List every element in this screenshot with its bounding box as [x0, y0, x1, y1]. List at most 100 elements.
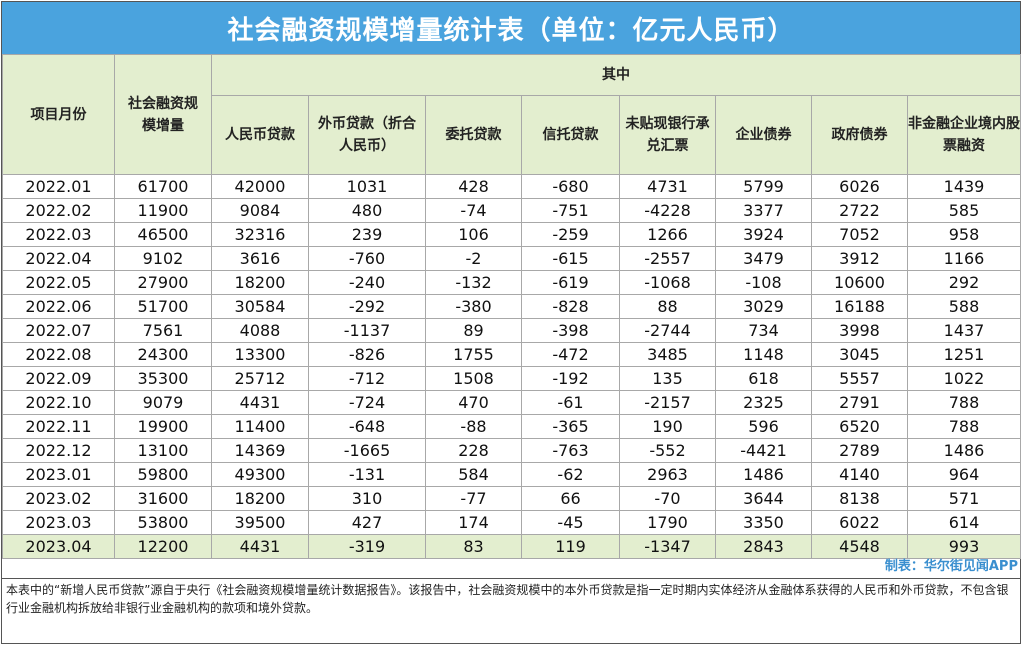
header-month: 项目月份 — [2, 54, 115, 175]
month-cell: 2023.03 — [2, 510, 115, 535]
value-cell: -615 — [521, 246, 620, 271]
value-cell: 4431 — [211, 534, 309, 559]
value-cell: 1166 — [907, 246, 1021, 271]
value-cell: 16188 — [811, 294, 908, 319]
month-cell: 2023.01 — [2, 462, 115, 487]
month-cell: 2022.08 — [2, 342, 115, 367]
value-cell: 24300 — [114, 342, 212, 367]
value-cell: -319 — [308, 534, 426, 559]
value-cell: 4088 — [211, 318, 309, 343]
table-row: 2023.02 31600 18200 310 -77 66 -70 3644 8138 571 — [2, 486, 1021, 511]
table-row: 2022.12 13100 14369 -1665 228 -763 -552 -4421 27… — [2, 438, 1021, 463]
value-cell: 30584 — [211, 294, 309, 319]
value-cell: -380 — [425, 294, 522, 319]
value-cell: -108 — [715, 270, 812, 295]
financing-table: 项目月份 社会融资规模增量 其中 人民币贷款 外币贷款（折合人民币） 委托贷款 … — [2, 54, 1021, 559]
value-cell: 5557 — [811, 366, 908, 391]
value-cell: -2744 — [619, 318, 716, 343]
value-cell: -4421 — [715, 438, 812, 463]
value-cell: 9079 — [114, 390, 212, 415]
month-cell: 2023.02 — [2, 486, 115, 511]
header-entrusted: 委托贷款 — [425, 95, 522, 175]
value-cell: 788 — [907, 414, 1021, 439]
month-cell: 2022.04 — [2, 246, 115, 271]
value-cell: 239 — [308, 222, 426, 247]
value-cell: -74 — [425, 198, 522, 223]
value-cell: -398 — [521, 318, 620, 343]
value-cell: 25712 — [211, 366, 309, 391]
value-cell: 1266 — [619, 222, 716, 247]
value-cell: 3924 — [715, 222, 812, 247]
value-cell: 1031 — [308, 174, 426, 199]
value-cell: 2722 — [811, 198, 908, 223]
value-cell: 135 — [619, 366, 716, 391]
value-cell: 292 — [907, 270, 1021, 295]
month-cell: 2023.04 — [2, 534, 115, 559]
value-cell: 618 — [715, 366, 812, 391]
month-cell: 2022.12 — [2, 438, 115, 463]
month-cell: 2022.02 — [2, 198, 115, 223]
credit-line: 制表：华尔街见闻APP — [2, 556, 1020, 578]
value-cell: -77 — [425, 486, 522, 511]
value-cell: 964 — [907, 462, 1021, 487]
table-title: 社会融资规模增量统计表（单位：亿元人民币） — [2, 2, 1020, 54]
value-cell: 1790 — [619, 510, 716, 535]
table-row: 2023.01 59800 49300 -131 584 -62 2963 1486 4140 9… — [2, 462, 1021, 487]
value-cell: 119 — [521, 534, 620, 559]
table-row: 2022.02 11900 9084 480 -74 -751 -4228 3377 2722 5… — [2, 198, 1021, 223]
value-cell: -240 — [308, 270, 426, 295]
table-row: 2022.11 19900 11400 -648 -88 -365 190 596 6520 78… — [2, 414, 1021, 439]
value-cell: -724 — [308, 390, 426, 415]
value-cell: -828 — [521, 294, 620, 319]
value-cell: 66 — [521, 486, 620, 511]
value-cell: -1068 — [619, 270, 716, 295]
value-cell: -648 — [308, 414, 426, 439]
value-cell: -763 — [521, 438, 620, 463]
month-cell: 2022.03 — [2, 222, 115, 247]
header-total: 社会融资规模增量 — [114, 54, 212, 175]
value-cell: 1486 — [715, 462, 812, 487]
value-cell: 2843 — [715, 534, 812, 559]
month-cell: 2022.05 — [2, 270, 115, 295]
value-cell: 993 — [907, 534, 1021, 559]
value-cell: 1508 — [425, 366, 522, 391]
value-cell: 228 — [425, 438, 522, 463]
value-cell: -292 — [308, 294, 426, 319]
header-corp-bonds: 企业债券 — [715, 95, 812, 175]
value-cell: 571 — [907, 486, 1021, 511]
value-cell: 585 — [907, 198, 1021, 223]
value-cell: -760 — [308, 246, 426, 271]
value-cell: 9102 — [114, 246, 212, 271]
value-cell: 27900 — [114, 270, 212, 295]
value-cell: -259 — [521, 222, 620, 247]
value-cell: -826 — [308, 342, 426, 367]
month-cell: 2022.10 — [2, 390, 115, 415]
value-cell: -2157 — [619, 390, 716, 415]
value-cell: 89 — [425, 318, 522, 343]
value-cell: 51700 — [114, 294, 212, 319]
value-cell: 6520 — [811, 414, 908, 439]
value-cell: 39500 — [211, 510, 309, 535]
value-cell: -619 — [521, 270, 620, 295]
value-cell: 32316 — [211, 222, 309, 247]
value-cell: 3479 — [715, 246, 812, 271]
value-cell: 1437 — [907, 318, 1021, 343]
header-bankers-acceptance: 未贴现银行承兑汇票 — [619, 95, 716, 175]
value-cell: 1486 — [907, 438, 1021, 463]
table-row: 2022.10 9079 4431 -724 470 -61 -2157 2325 2791 78… — [2, 390, 1021, 415]
month-cell: 2022.11 — [2, 414, 115, 439]
header-equity: 非金融企业境内股票融资 — [907, 95, 1021, 175]
header-fx-loans: 外币贷款（折合人民币） — [308, 95, 426, 175]
value-cell: 734 — [715, 318, 812, 343]
value-cell: 1439 — [907, 174, 1021, 199]
value-cell: 46500 — [114, 222, 212, 247]
value-cell: 6022 — [811, 510, 908, 535]
header-group: 其中 — [211, 54, 1021, 96]
value-cell: -1137 — [308, 318, 426, 343]
value-cell: 53800 — [114, 510, 212, 535]
value-cell: 1251 — [907, 342, 1021, 367]
value-cell: 3485 — [619, 342, 716, 367]
value-cell: 18200 — [211, 486, 309, 511]
value-cell: 7561 — [114, 318, 212, 343]
